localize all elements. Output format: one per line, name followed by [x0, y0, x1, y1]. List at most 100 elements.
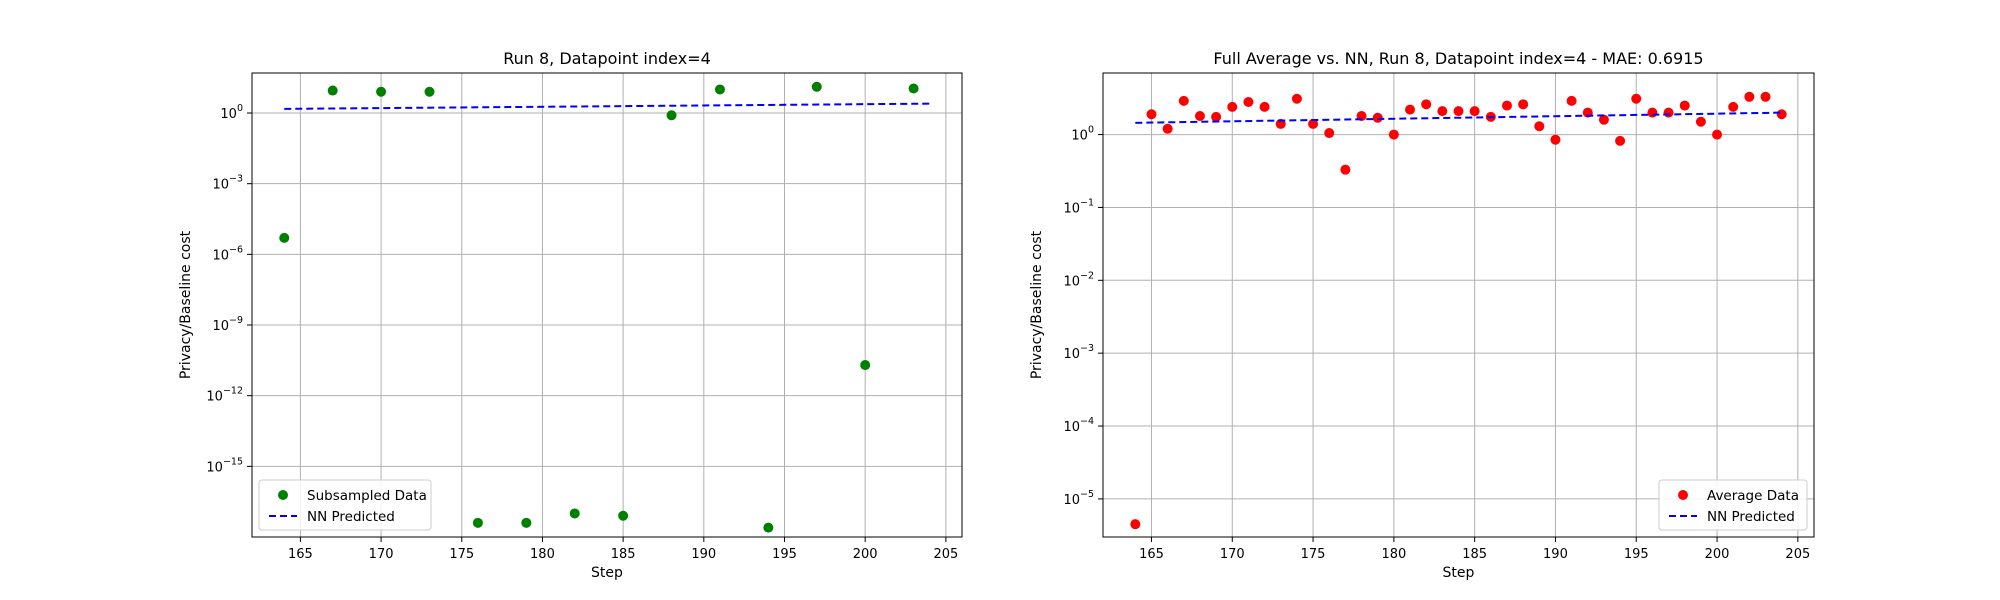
x-tick-label: 170	[1220, 547, 1245, 562]
y-tick-label: 100	[1071, 125, 1094, 144]
y-tick-exponent: −15	[223, 456, 243, 467]
y-tick-label: 10−5	[1063, 489, 1094, 508]
y-tick-exponent: −9	[229, 315, 243, 326]
data-point	[1712, 129, 1723, 140]
y-tick-base: 10	[212, 178, 229, 193]
chart-title: Run 8, Datapoint index=4	[503, 49, 711, 68]
data-point	[714, 84, 725, 95]
data-point	[1308, 118, 1319, 129]
data-point	[521, 517, 532, 528]
y-tick-base: 10	[220, 107, 237, 122]
x-tick-label: 200	[853, 547, 878, 562]
x-tick-label: 175	[449, 547, 474, 562]
data-point	[1679, 100, 1690, 111]
y-tick-label: 10−4	[1063, 416, 1094, 435]
data-point	[1453, 106, 1464, 117]
legend-box	[1658, 479, 1808, 531]
y-tick-base: 10	[1071, 129, 1088, 144]
data-point	[1178, 95, 1189, 106]
x-axis-label: Step	[1443, 565, 1475, 581]
legend-marker-swatch	[1678, 490, 1688, 500]
data-point	[1501, 100, 1512, 111]
legend-box	[258, 479, 432, 531]
y-tick-exponent: −1	[1080, 197, 1094, 208]
data-point	[1631, 93, 1642, 104]
nn-predicted-line	[1135, 111, 1782, 124]
y-tick-base: 10	[1063, 493, 1080, 508]
data-point	[811, 81, 822, 92]
data-point	[1162, 123, 1173, 134]
data-point	[279, 232, 290, 243]
x-tick-label: 195	[772, 547, 797, 562]
data-point	[424, 86, 435, 97]
x-tick-label: 185	[611, 547, 636, 562]
data-point	[1324, 128, 1335, 139]
y-tick-base: 10	[212, 319, 229, 334]
data-point	[1372, 112, 1383, 123]
legend-label: NN Predicted	[307, 509, 395, 525]
data-point	[472, 517, 483, 528]
x-tick-label: 195	[1624, 547, 1649, 562]
y-tick-base: 10	[1063, 420, 1080, 435]
y-tick-label: 10−3	[212, 174, 243, 193]
legend-label: NN Predicted	[1707, 509, 1795, 525]
data-point	[1744, 91, 1755, 102]
x-tick-label: 190	[1543, 547, 1568, 562]
data-point	[1598, 114, 1609, 125]
data-point	[1146, 109, 1157, 120]
y-tick-base: 10	[1063, 274, 1080, 289]
x-tick-label: 190	[691, 547, 716, 562]
y-tick-exponent: −6	[229, 244, 243, 255]
data-point	[1550, 134, 1561, 145]
x-tick-label: 205	[1785, 547, 1810, 562]
data-point	[1695, 116, 1706, 127]
nn-predicted-line	[284, 102, 930, 110]
y-tick-exponent: −4	[1080, 416, 1094, 427]
y-tick-base: 10	[206, 460, 223, 475]
data-point	[1388, 129, 1399, 140]
y-tick-exponent: −3	[229, 174, 243, 185]
y-tick-base: 10	[206, 390, 223, 405]
data-point	[618, 510, 629, 521]
x-tick-label: 200	[1705, 547, 1730, 562]
y-tick-label: 10−12	[206, 386, 243, 405]
y-tick-base: 10	[1063, 201, 1080, 216]
y-tick-label: 10−9	[212, 315, 243, 334]
x-tick-label: 165	[288, 547, 313, 562]
y-tick-label: 100	[220, 103, 243, 122]
data-point	[1211, 111, 1222, 122]
data-point	[1776, 109, 1787, 120]
data-point	[1663, 107, 1674, 118]
data-point	[1291, 93, 1302, 104]
data-point	[1340, 164, 1351, 175]
data-point	[376, 86, 387, 97]
y-tick-label: 10−6	[212, 244, 243, 263]
data-point	[1647, 107, 1658, 118]
grid	[1103, 73, 1814, 537]
legend-label: Subsampled Data	[307, 488, 427, 504]
y-axis-label: Privacy/Baseline cost	[1029, 230, 1045, 379]
y-axis-label: Privacy/Baseline cost	[178, 230, 194, 379]
data-point	[1566, 95, 1577, 106]
data-point	[1243, 96, 1254, 107]
y-tick-exponent: 0	[237, 103, 243, 114]
data-point	[1227, 101, 1238, 112]
data-point	[1437, 106, 1448, 117]
data-point	[1760, 91, 1771, 102]
data-point	[1534, 121, 1545, 132]
y-tick-label: 10−1	[1063, 197, 1094, 216]
data-point	[1615, 135, 1626, 146]
chart-title: Full Average vs. NN, Run 8, Datapoint in…	[1213, 49, 1703, 68]
x-tick-label: 180	[1381, 547, 1406, 562]
x-tick-label: 205	[933, 547, 958, 562]
data-point	[1405, 104, 1416, 115]
plot-frame	[1102, 72, 1815, 538]
y-tick-base: 10	[1063, 347, 1080, 362]
data-point	[1728, 101, 1739, 112]
y-tick-exponent: 0	[1088, 125, 1094, 136]
x-axis-label: Step	[591, 565, 623, 581]
legend-label: Average Data	[1707, 488, 1799, 504]
y-tick-label: 10−2	[1063, 270, 1094, 289]
data-point	[1518, 99, 1529, 110]
